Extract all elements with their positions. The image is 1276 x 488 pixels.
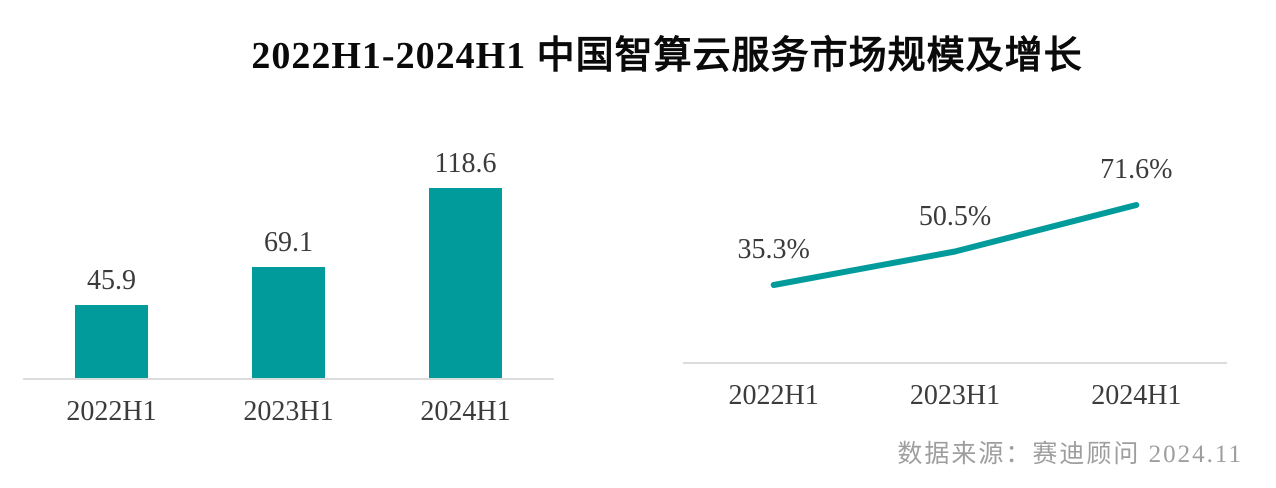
bar-column: 118.6	[377, 145, 554, 378]
line-point-label: 50.5%	[918, 200, 992, 232]
bar-column: 69.1	[200, 145, 377, 378]
bar-2023H1	[252, 267, 325, 378]
growth-rate-line-chart: 35.3% 50.5% 71.6% 2022H1 2023H1 2024H1	[683, 145, 1227, 411]
x-axis-label-2024H1: 2024H1	[420, 396, 511, 427]
bar-2024H1	[429, 188, 502, 378]
x-axis-label-2022H1: 2022H1	[66, 396, 157, 427]
x-axis-label-2022H1: 2022H1	[728, 380, 819, 411]
x-axis-label-2023H1: 2023H1	[909, 380, 1001, 411]
market-size-bar-chart: 45.9 69.1 118.6 2022H1 2023H1 2024H1	[23, 145, 554, 427]
growth-line-svg	[770, 202, 1140, 288]
bar-chart-plot-area: 45.9 69.1 118.6	[23, 145, 554, 380]
line-chart-plot-area: 35.3% 50.5% 71.6%	[683, 145, 1227, 364]
line-point-label: 71.6%	[1100, 154, 1173, 185]
bar-column: 45.9	[23, 145, 200, 378]
bar-2022H1	[75, 305, 148, 378]
bar-value-label: 45.9	[87, 265, 136, 296]
bar-value-label: 69.1	[264, 227, 313, 258]
x-axis-label-2023H1: 2023H1	[243, 396, 334, 427]
x-axis-label-2024H1: 2024H1	[1091, 380, 1182, 411]
growth-line	[770, 202, 1140, 288]
bar-value-label: 118.6	[434, 148, 497, 179]
page-title: 2022H1-2024H1 中国智算云服务市场规模及增长	[251, 35, 1083, 77]
data-source-note: 数据来源：赛迪顾问 2024.11	[897, 441, 1243, 468]
line-point-label: 35.3%	[737, 234, 810, 265]
